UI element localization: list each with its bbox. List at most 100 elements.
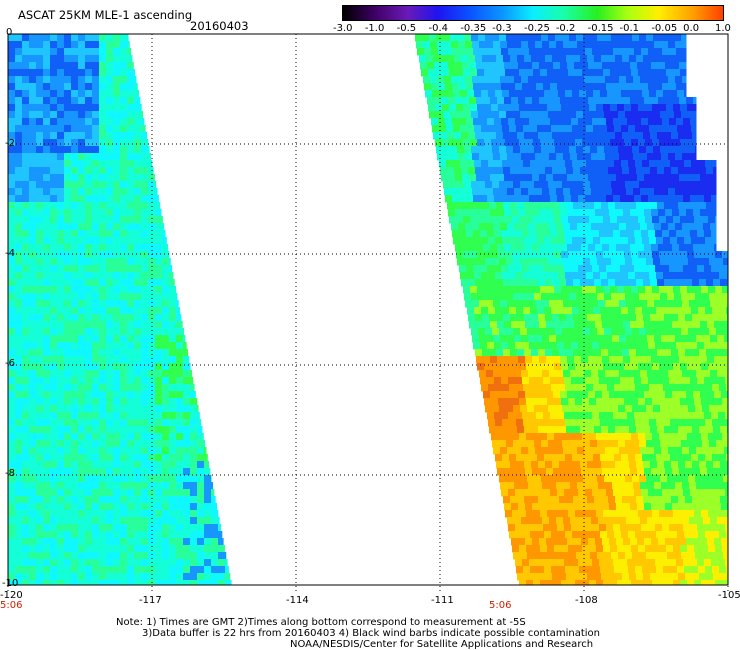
swath-cell [518, 468, 526, 476]
swath-cell [141, 160, 149, 168]
swath-cell [50, 524, 58, 532]
swath-cell [120, 349, 128, 357]
swath-cell [678, 55, 686, 63]
swath-cell [176, 356, 184, 364]
swath-cell [588, 503, 596, 511]
swath-cell [462, 209, 470, 217]
swath-cell [542, 447, 550, 455]
swath-cell [503, 314, 511, 322]
swath-cell [708, 580, 716, 586]
swath-cell [487, 195, 495, 203]
swath-cell [683, 377, 691, 385]
swath-cell [521, 517, 529, 525]
swath-cell [653, 440, 661, 448]
swath-cell [85, 468, 93, 476]
swath-cell [695, 475, 703, 483]
swath-cell [658, 97, 666, 105]
swath-cell [445, 195, 453, 203]
swath-cell [559, 202, 567, 210]
swath-cell [549, 223, 557, 231]
swath-cell [475, 167, 483, 175]
swath-cell [706, 496, 714, 504]
swath-cell [8, 251, 16, 259]
swath-cell [651, 468, 659, 476]
swath-cell [162, 566, 170, 574]
swath-cell [85, 356, 93, 364]
swath-cell [92, 538, 100, 546]
swath-cell [685, 349, 693, 357]
swath-cell [106, 272, 114, 280]
swath-cell [444, 188, 452, 196]
swath-cell [632, 111, 640, 119]
swath-cell [638, 363, 646, 371]
swath-cell [43, 545, 51, 553]
swath-cell [587, 314, 595, 322]
swath-cell [85, 321, 93, 329]
swath-cell [725, 559, 729, 567]
swath-cell [78, 321, 86, 329]
swath-cell [634, 524, 642, 532]
swath-cell [523, 384, 531, 392]
swath-cell [485, 405, 493, 413]
swath-cell [624, 216, 632, 224]
swath-cell [488, 90, 496, 98]
swath-cell [71, 363, 79, 371]
swath-cell [476, 321, 484, 329]
swath-cell [113, 398, 121, 406]
swath-cell [78, 531, 86, 539]
swath-cell [481, 384, 489, 392]
swath-cell [120, 573, 128, 581]
swath-cell [444, 153, 452, 161]
swath-cell [547, 363, 555, 371]
swath-cell [580, 426, 588, 434]
swath-cell [22, 265, 30, 273]
swath-cell [585, 83, 593, 91]
swath-cell [22, 496, 30, 504]
swath-cell [169, 433, 177, 441]
swath-cell [92, 419, 100, 427]
swath-cell [576, 552, 584, 560]
swath-cell [577, 482, 585, 490]
swath-cell [540, 216, 548, 224]
swath-cell [684, 272, 692, 280]
swath-cell [517, 461, 525, 469]
swath-cell [64, 216, 72, 224]
swath-cell [663, 384, 671, 392]
swath-cell [708, 510, 716, 518]
swath-cell [708, 545, 716, 553]
swath-cell [565, 90, 573, 98]
swath-cell [623, 538, 631, 546]
swath-cell [714, 174, 717, 182]
swath-cell [485, 258, 493, 266]
swath-cell [459, 195, 467, 203]
swath-cell [464, 146, 472, 154]
swath-cell [155, 475, 163, 483]
swath-cell [78, 405, 86, 413]
swath-cell [71, 146, 79, 154]
swath-cell [50, 286, 58, 294]
swath-cell [667, 258, 675, 266]
swath-cell [472, 300, 480, 308]
swath-cell [113, 412, 121, 420]
swath-cell [699, 573, 707, 581]
swath-cell [626, 482, 634, 490]
swath-cell [162, 468, 170, 476]
swath-cell [106, 195, 114, 203]
swath-cell [71, 118, 79, 126]
swath-cell [693, 244, 701, 252]
swath-cell [113, 167, 121, 175]
swath-cell [668, 153, 676, 161]
swath-cell [675, 223, 683, 231]
swath-cell [606, 342, 614, 350]
swath-cell [43, 223, 51, 231]
swath-cell [686, 538, 694, 546]
swath-cell [529, 377, 537, 385]
swath-cell [548, 111, 556, 119]
swath-cell [134, 174, 142, 182]
swath-cell [57, 433, 65, 441]
swath-cell [36, 111, 44, 119]
swath-cell [597, 405, 605, 413]
swath-cell [113, 76, 121, 84]
swath-cell [183, 447, 191, 455]
swath-cell [85, 160, 93, 168]
